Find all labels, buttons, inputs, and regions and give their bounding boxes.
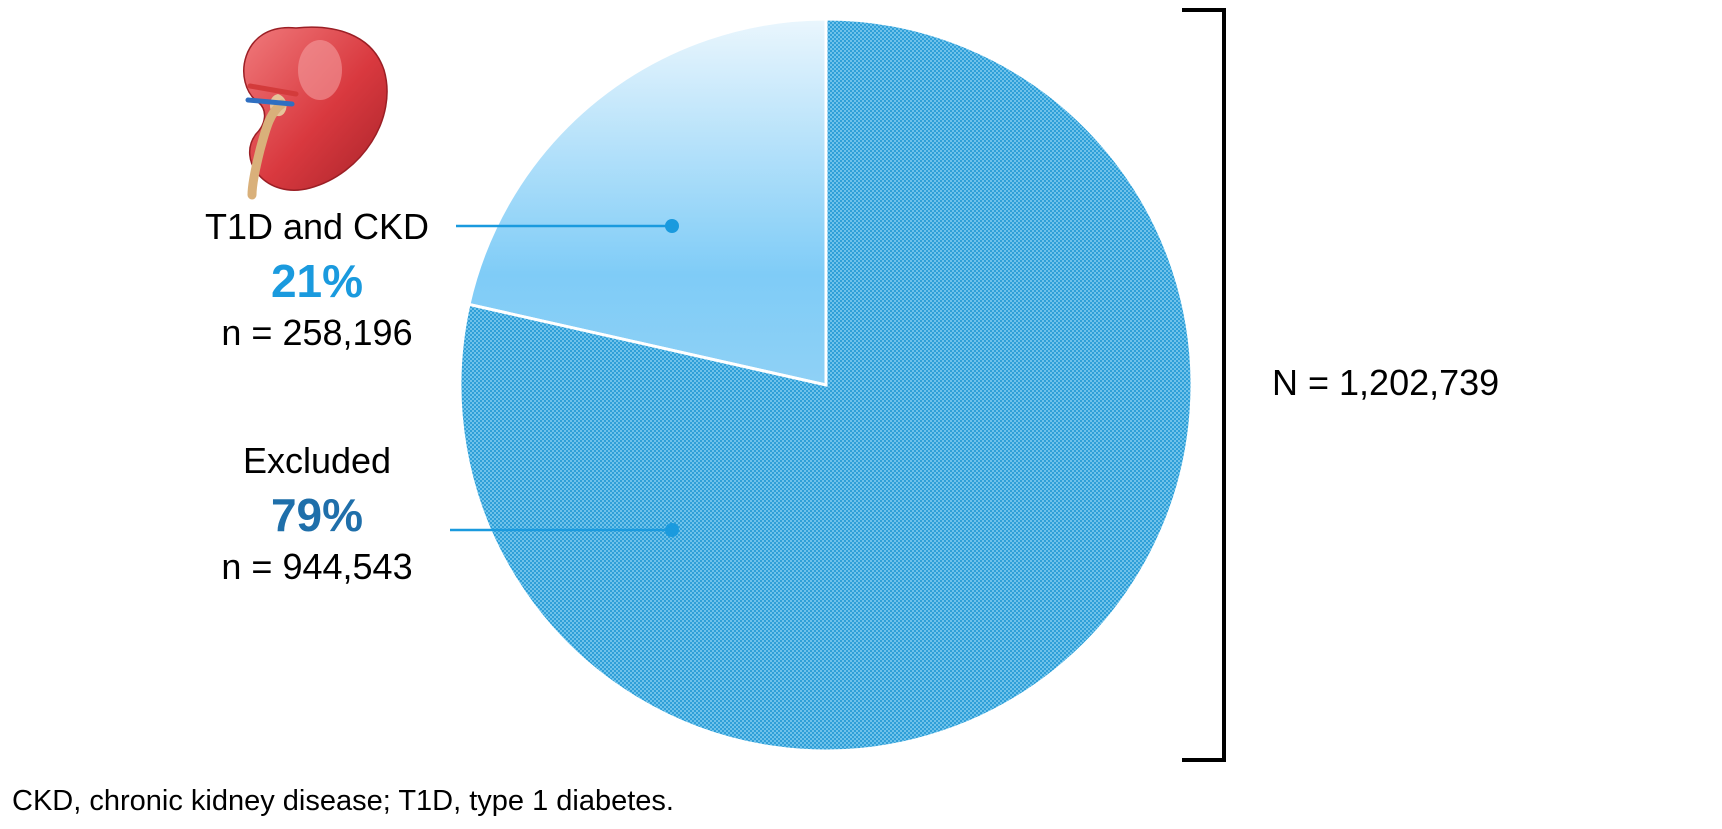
pie-slice-t1d-ckd bbox=[467, 17, 828, 387]
slice-percent-excluded: 79% bbox=[270, 489, 364, 541]
kidney-icon bbox=[243, 26, 388, 200]
total-label: N = 1,202,739 bbox=[1272, 362, 1500, 403]
slice-n-t1d: n = 258,196 bbox=[221, 312, 413, 353]
total-bracket bbox=[1182, 8, 1226, 762]
pie-slice-excluded bbox=[458, 17, 1194, 753]
slice-label-excluded: Excluded bbox=[242, 440, 392, 481]
leader-dot-excluded bbox=[665, 523, 679, 537]
slice-percent-t1d: 21% bbox=[270, 255, 364, 307]
footnote: CKD, chronic kidney disease; T1D, type 1… bbox=[12, 785, 674, 817]
slice-n-excluded: n = 944,543 bbox=[221, 546, 413, 587]
slice-label-t1d: T1D and CKD bbox=[204, 206, 430, 247]
leader-dot-t1d-ckd bbox=[665, 219, 679, 233]
